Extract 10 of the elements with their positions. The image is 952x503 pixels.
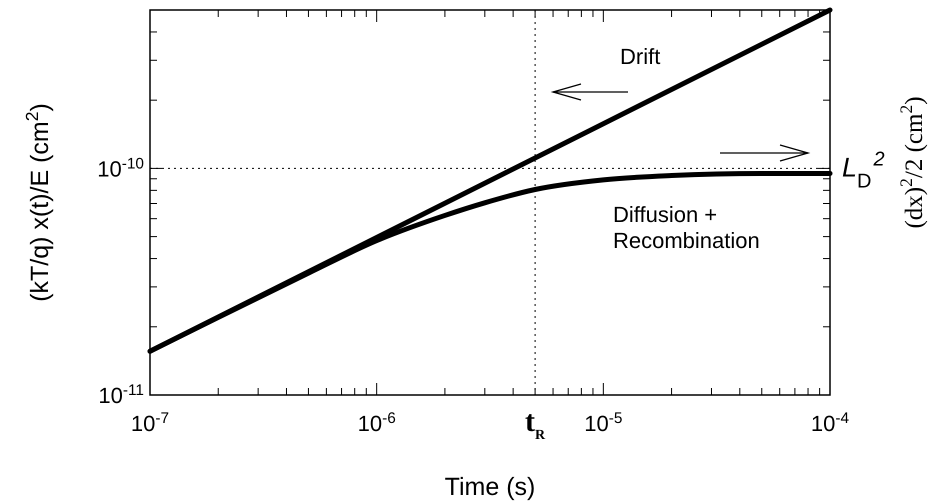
x-tick-label: 10$^{-7}$ [130, 410, 170, 436]
series-label: Diffusion + Recombination [613, 202, 760, 253]
y-tick-label: 10$^{-11}$ [98, 382, 144, 408]
x-tick-label: 10$^{-5}$ [584, 410, 622, 436]
y-tick-label: 10$^{-10}$ [97, 154, 144, 182]
x-tick-label: 10$^{-6}$ [358, 410, 396, 436]
series-label: Drift [620, 44, 660, 69]
x-tick-label: 10$^{-4}$ [810, 410, 850, 436]
x-axis-title: Time (s) [444, 473, 536, 501]
ref-line-label: t$_{R}$ [525, 405, 546, 442]
